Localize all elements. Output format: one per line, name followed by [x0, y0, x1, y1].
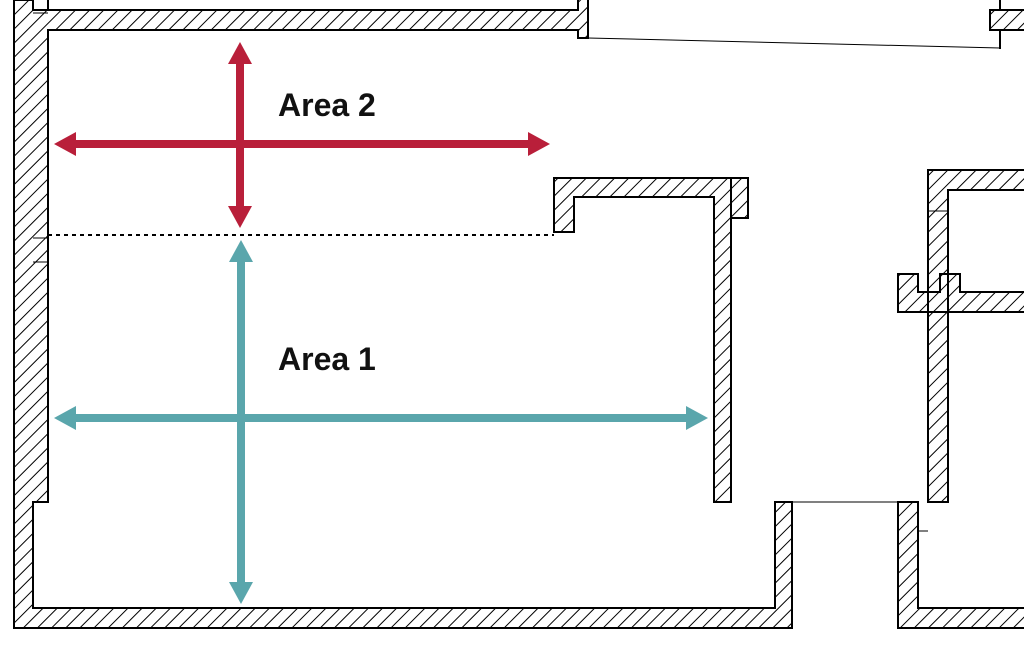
area1-label: Area 1 [278, 341, 376, 377]
canvas-background [0, 0, 1024, 670]
area2-label: Area 2 [278, 87, 376, 123]
